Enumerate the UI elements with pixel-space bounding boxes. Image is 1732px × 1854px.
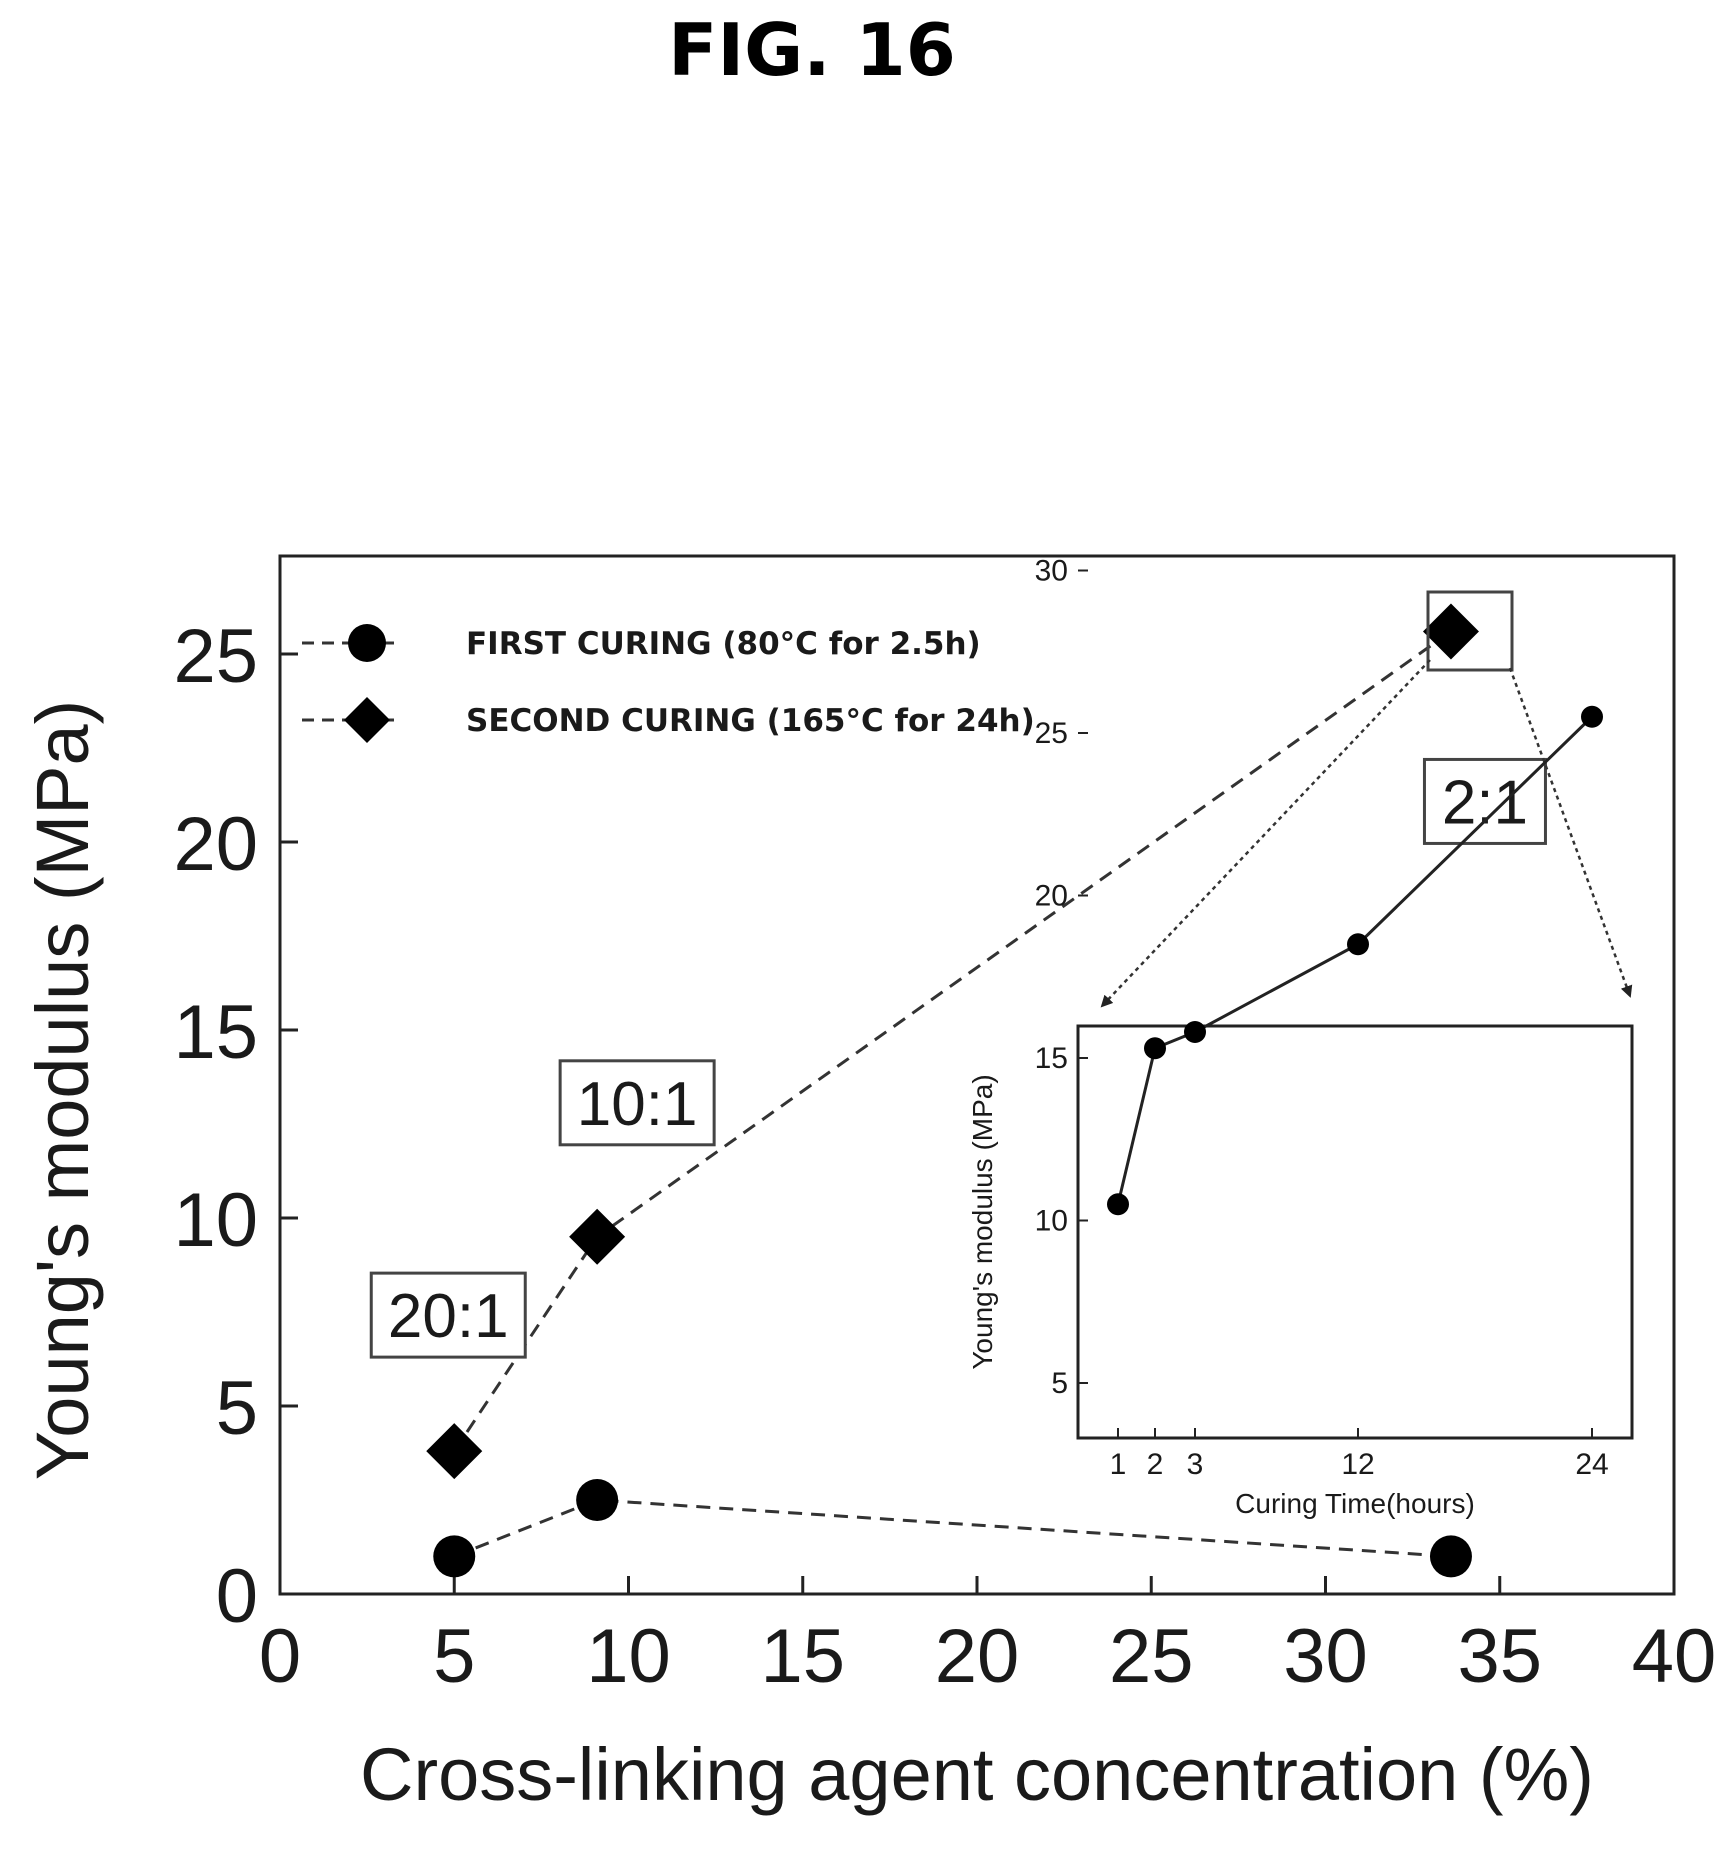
legend: FIRST CURING (80°C for 2.5h) SECOND CURI… xyxy=(302,624,1035,743)
series-1-point-0 xyxy=(426,1423,483,1480)
x-tick-label-7: 35 xyxy=(1457,1614,1542,1699)
main-series xyxy=(426,603,1479,1578)
series-1-point-2 xyxy=(1422,603,1479,660)
inset-x-tick-label-1: 2 xyxy=(1147,1448,1164,1481)
inset-x-tick-label-3: 12 xyxy=(1341,1448,1374,1481)
x-tick-label-4: 20 xyxy=(935,1614,1020,1699)
inset-x-tick-label-2: 3 xyxy=(1187,1448,1204,1481)
y-tick-label-5: 25 xyxy=(173,614,258,699)
legend-label-first: FIRST CURING (80°C for 2.5h) xyxy=(466,626,981,662)
inset-x-tick-label-0: 1 xyxy=(1110,1448,1127,1481)
x-tick-label-6: 30 xyxy=(1283,1614,1368,1699)
inset-series xyxy=(1107,705,1603,1216)
highlight-box xyxy=(1426,590,1514,672)
inset-point-0 xyxy=(1107,1193,1129,1216)
y-tick-label-1: 5 xyxy=(216,1366,258,1451)
inset-y-axis-label: Young's modulus (MPa) xyxy=(967,1074,998,1369)
legend-marker-second xyxy=(344,697,390,743)
series-0-point-1 xyxy=(576,1479,619,1521)
inset-y-tick-label-4: 25 xyxy=(1035,717,1068,750)
ratio-annotations: 20:1 10:1 2:1 xyxy=(369,757,1547,1359)
legend-label-second: SECOND CURING (165°C for 24h) xyxy=(466,703,1035,739)
y-tick-label-4: 20 xyxy=(173,802,258,887)
ratio-label-1: 10:1 xyxy=(577,1070,698,1139)
inset-point-4 xyxy=(1581,705,1603,728)
inset-point-1 xyxy=(1144,1037,1166,1060)
y-axis-label: Young's modulus (MPa) xyxy=(21,700,104,1481)
y-tick-label-0: 0 xyxy=(216,1554,258,1639)
x-tick-label-0: 0 xyxy=(259,1614,301,1699)
inset-y-tick-label-5: 30 xyxy=(1035,555,1068,588)
figure-title: FIG. 16 xyxy=(668,8,956,92)
ratio-annotation-1: 10:1 xyxy=(558,1059,716,1147)
ratio-annotation-0: 20:1 xyxy=(369,1271,527,1359)
main-ticks xyxy=(278,652,1676,1596)
legend-marker-first xyxy=(348,624,386,662)
inset-y-tick-label-1: 10 xyxy=(1035,1205,1068,1238)
inset-x-axis-label: Curing Time(hours) xyxy=(1235,1488,1475,1519)
x-tick-label-5: 25 xyxy=(1109,1614,1194,1699)
y-tick-label-2: 10 xyxy=(173,1178,258,1263)
inset-point-2 xyxy=(1184,1021,1206,1043)
y-tick-label-3: 15 xyxy=(173,990,258,1075)
series-0-point-2 xyxy=(1429,1535,1472,1578)
inset-y-tick-label-0: 5 xyxy=(1051,1367,1068,1400)
inset-point-3 xyxy=(1347,933,1369,956)
ratio-label-2: 2:1 xyxy=(1442,768,1528,837)
ratio-label-0: 20:1 xyxy=(388,1282,509,1351)
inset-plot-frame xyxy=(1076,1024,1634,1440)
inset-x-tick-label-4: 24 xyxy=(1575,1448,1608,1481)
ratio-annotation-2: 2:1 xyxy=(1422,757,1547,845)
ratio-box-2 xyxy=(1422,757,1547,845)
inset-y-tick-label-2: 15 xyxy=(1035,1042,1068,1075)
ratio-box-1 xyxy=(558,1059,716,1147)
zoom-arrow-right xyxy=(1508,667,1633,998)
inset-y-tick-label-3: 20 xyxy=(1035,880,1068,913)
ratio-box-0 xyxy=(369,1271,527,1359)
x-tick-label-8: 40 xyxy=(1632,1614,1717,1699)
zoom-arrow-left xyxy=(1100,659,1431,1008)
x-tick-label-3: 15 xyxy=(760,1614,845,1699)
x-tick-label-2: 10 xyxy=(586,1614,671,1699)
inset-ticks xyxy=(1078,569,1593,1438)
series-0-point-0 xyxy=(433,1535,476,1578)
series-1-point-1 xyxy=(569,1208,626,1265)
series-line-0 xyxy=(453,1498,1452,1558)
x-axis-label: Cross-linking agent concentration (%) xyxy=(360,1733,1594,1816)
x-tick-label-1: 5 xyxy=(433,1614,475,1699)
